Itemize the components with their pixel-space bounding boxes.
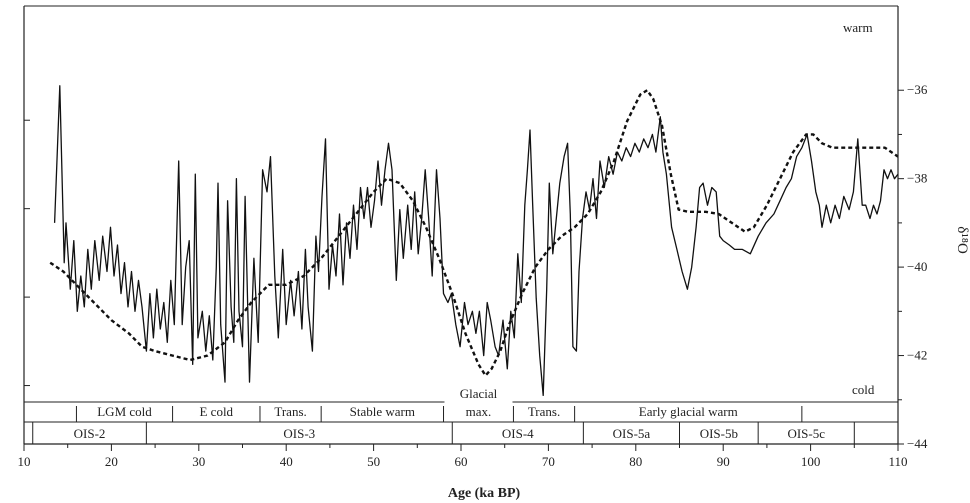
x-tick-label: 90 — [717, 454, 730, 469]
period-label-backdrop — [444, 384, 513, 420]
series-layer — [49, 85, 899, 397]
period-label: Stable warm — [350, 404, 415, 419]
period-label: Trans. — [528, 404, 560, 419]
period-label: max. — [466, 404, 492, 419]
period-label: Glacial — [460, 386, 498, 401]
y-tick-label: −42 — [907, 348, 927, 363]
warm-annotation: warm — [843, 20, 873, 35]
cold-annotation: cold — [852, 382, 875, 397]
x-tick-label: 20 — [105, 454, 118, 469]
x-tick-label: 60 — [455, 454, 468, 469]
x-tick-label: 100 — [801, 454, 821, 469]
x-axis-label: Age (ka BP) — [448, 486, 521, 501]
y-tick-label: −40 — [907, 259, 927, 274]
stage-label: OIS-5a — [613, 426, 651, 441]
period-label: E cold — [199, 404, 233, 419]
x-tick-label: 70 — [542, 454, 555, 469]
period-label: LGM cold — [97, 404, 152, 419]
y-axis-label: δ¹⁸O — [954, 226, 970, 254]
x-tick-label: 80 — [629, 454, 642, 469]
period-band-layer: OIS-2 OIS-3 OIS-4 OIS-5a OIS-5b OIS-5c LGM col… — [24, 384, 898, 444]
x-tick-label: 10 — [18, 454, 31, 469]
x-tick-label: 40 — [280, 454, 293, 469]
x-tick-label: 50 — [367, 454, 380, 469]
stage-label: OIS-5c — [787, 426, 825, 441]
solid-series-line — [53, 85, 899, 397]
stage-label: OIS-3 — [283, 426, 315, 441]
y-tick-label: −38 — [907, 171, 927, 186]
x-tick-label: 110 — [888, 454, 907, 469]
dashed-series-line — [49, 89, 899, 377]
period-label: Trans. — [274, 404, 306, 419]
period-label: Early glacial warm — [639, 404, 738, 419]
stage-label: OIS-2 — [74, 426, 106, 441]
stage-label: OIS-5b — [700, 426, 738, 441]
y-tick-label: −44 — [907, 436, 928, 451]
stage-label: OIS-4 — [502, 426, 534, 441]
y-tick-label: −36 — [907, 82, 928, 97]
axis-layer: −36 −38 −40 −42 −44 10 20 30 40 50 60 70 80 90 100 110 — [18, 5, 928, 469]
x-tick-label: 30 — [192, 454, 205, 469]
